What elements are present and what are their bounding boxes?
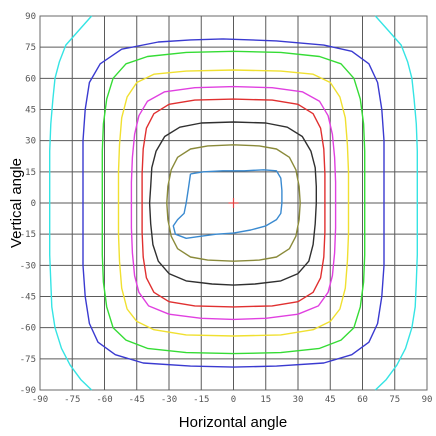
x-tick-label: 75 [389, 395, 400, 405]
y-tick-label: -45 [20, 293, 36, 303]
x-tick-label: -30 [161, 395, 177, 405]
x-tick-label: 15 [260, 395, 271, 405]
y-tick-label: 45 [25, 106, 36, 116]
x-tick-label: -15 [193, 395, 209, 405]
x-tick-label: 60 [357, 395, 368, 405]
y-tick-label: 30 [25, 137, 36, 147]
contour-line [172, 169, 283, 240]
y-tick-labels: 90 75 60 45 30 15 0 -15 -30 -45 -60 -75 -90 [20, 12, 36, 396]
contour-line [166, 144, 301, 262]
y-tick-label: 60 [25, 74, 36, 84]
contour-lines [49, 15, 418, 391]
y-tick-label: -75 [20, 355, 36, 365]
contour-line [374, 15, 418, 391]
contour-line [49, 15, 93, 391]
x-tick-label: 90 [422, 395, 433, 405]
y-axis-title: Vertical angle [8, 158, 25, 248]
grid-lines [40, 16, 427, 390]
x-tick-label: 0 [231, 395, 236, 405]
y-tick-label: -30 [20, 261, 36, 271]
contour-line [141, 98, 326, 308]
contour-line [130, 85, 337, 321]
x-axis-title: Horizontal angle [179, 414, 287, 431]
contour-line [82, 38, 385, 368]
contour-line [117, 69, 350, 337]
y-tick-label: -60 [20, 324, 36, 334]
x-tick-labels: -90 -75 -60 -45 -30 -15 0 15 30 45 60 75 90 [32, 395, 433, 405]
center-marker [228, 198, 239, 208]
y-tick-label: -15 [20, 230, 36, 240]
y-tick-label: 15 [25, 168, 36, 178]
y-tick-label: 0 [31, 199, 36, 209]
x-tick-label: 45 [325, 395, 336, 405]
x-tick-label: -60 [96, 395, 112, 405]
x-tick-label: -45 [129, 395, 145, 405]
x-tick-label: -90 [32, 395, 48, 405]
y-tick-label: 75 [25, 43, 36, 53]
contour-line [101, 50, 366, 355]
x-tick-label: -75 [64, 395, 80, 405]
x-tick-label: 30 [293, 395, 304, 405]
contour-line [148, 121, 317, 286]
y-tick-label: 90 [25, 12, 36, 22]
y-tick-label: -90 [20, 386, 36, 396]
